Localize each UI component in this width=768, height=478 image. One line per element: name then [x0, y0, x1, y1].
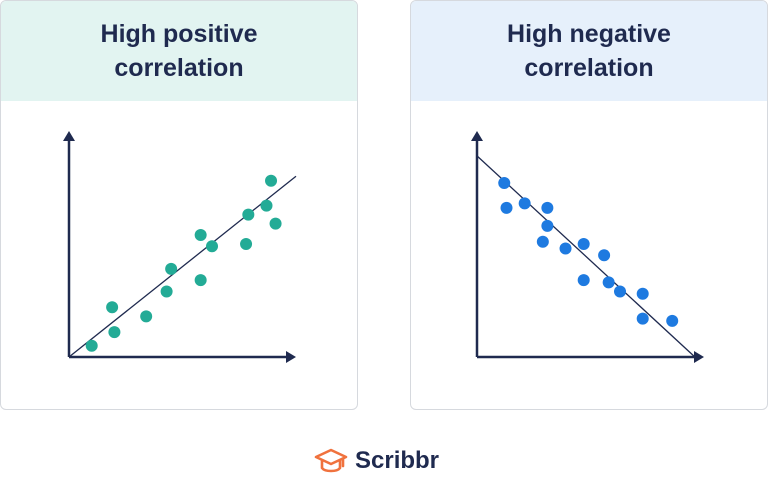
data-point	[194, 274, 207, 287]
data-point	[536, 235, 549, 248]
brand-name: Scribbr	[355, 447, 440, 474]
data-point	[260, 199, 273, 212]
data-point	[518, 197, 531, 210]
data-point	[108, 326, 121, 339]
data-point	[106, 301, 119, 314]
chart-panel-negative: High negative correlation	[410, 0, 768, 410]
data-point	[269, 217, 282, 230]
y-axis-arrow	[471, 131, 483, 141]
data-point	[541, 219, 554, 232]
scatter-plot-negative	[471, 131, 704, 363]
data-point	[602, 276, 615, 289]
panel-title: High negative correlation	[507, 20, 671, 82]
data-point	[194, 228, 207, 241]
data-point	[541, 201, 554, 214]
data-point	[160, 285, 173, 298]
data-point	[165, 262, 178, 275]
data-point	[498, 176, 511, 189]
data-point	[559, 242, 572, 255]
panel-title: High positive correlation	[100, 20, 258, 82]
data-point	[666, 314, 679, 327]
scatter-plot-positive	[63, 131, 297, 363]
data-point	[500, 201, 513, 214]
data-point	[598, 249, 611, 262]
data-point	[577, 274, 590, 287]
data-point	[636, 312, 649, 325]
graduation-cap-icon	[314, 448, 348, 473]
data-point	[85, 339, 98, 352]
y-axis-arrow	[63, 131, 75, 141]
panel-header: High positive correlation	[1, 1, 357, 101]
data-point	[614, 285, 627, 298]
data-point	[140, 310, 153, 323]
x-axis-arrow	[286, 351, 296, 363]
data-point	[636, 287, 649, 300]
data-point	[240, 238, 253, 250]
data-point	[242, 208, 255, 221]
data-point	[265, 174, 278, 187]
data-point	[206, 240, 219, 253]
data-point	[577, 238, 590, 250]
x-axis-arrow	[694, 351, 704, 363]
trend-line	[476, 155, 696, 358]
chart-panel-positive: High positive correlation	[0, 0, 358, 410]
trend-line	[68, 175, 297, 358]
panel-header: High negative correlation	[411, 1, 767, 101]
brand-logo: Scribbr	[314, 444, 439, 478]
